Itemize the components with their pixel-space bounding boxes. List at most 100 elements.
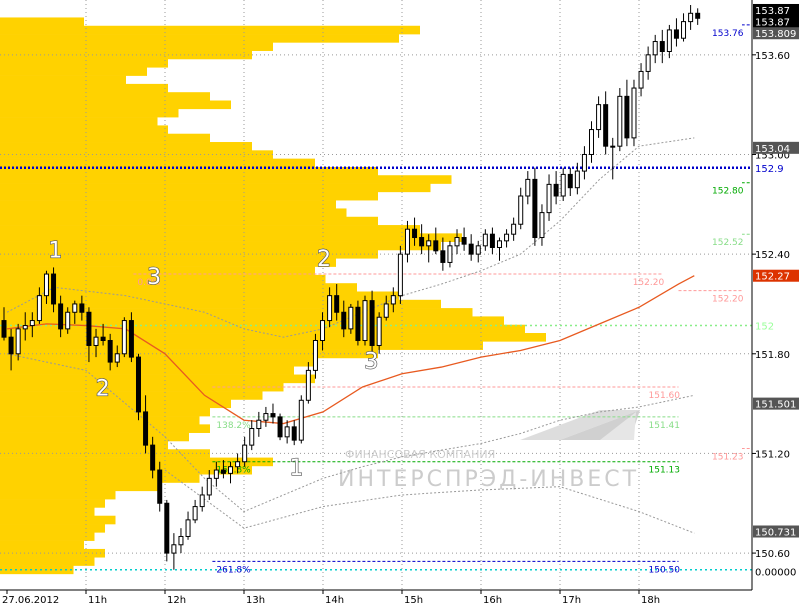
volume-profile-bar [0, 416, 200, 425]
candle-down [164, 502, 170, 554]
time-axis-panel [0, 590, 800, 606]
volume-profile-bar [0, 457, 273, 467]
fib-level-price: 151.41 [649, 421, 681, 431]
volume-profile-bar [0, 216, 378, 226]
volume-profile-bar [0, 108, 179, 118]
candle-up [454, 237, 460, 247]
candle-up [327, 295, 333, 322]
volume-profile-bar [0, 374, 315, 384]
volume-profile-bar [0, 58, 168, 68]
candle-up [171, 544, 177, 554]
volume-profile-bar [0, 191, 378, 201]
candle-up [383, 303, 389, 318]
candle-up [560, 173, 566, 197]
candle-up [539, 212, 545, 239]
candle-down [659, 41, 665, 53]
volume-profile-bar [0, 200, 336, 209]
candle-down [51, 273, 57, 305]
candle-up [581, 153, 587, 172]
price-tag-value: 153.87 [755, 6, 790, 17]
candle-up [447, 245, 453, 263]
candle-up [376, 316, 382, 346]
volume-profile-bar [0, 540, 84, 550]
candle-up [298, 399, 304, 441]
volume-profile-bar [0, 391, 263, 400]
candle-up [249, 428, 255, 446]
candle-up [475, 245, 481, 255]
candle-up [15, 328, 21, 355]
x-tick-label: 13h [246, 595, 265, 606]
grid [0, 0, 752, 590]
fibonacci-levels: 261.8% 153.76 161.8% 152.80 138.2% 152.52 0.0%… [133, 24, 800, 575]
volume-profile-bar [0, 183, 431, 193]
x-tick-label: 12h [167, 595, 186, 606]
candle-up [362, 300, 368, 341]
volume-profile-bar [0, 432, 189, 442]
candle-down [355, 306, 361, 341]
fib-level-label: 161.8% [216, 466, 251, 476]
volume-profile-bar [0, 125, 168, 135]
candle-down [86, 311, 92, 346]
volume-profile-bar [0, 349, 378, 359]
candle-up [213, 469, 219, 479]
volume-profile-bar [0, 34, 399, 43]
upper-channel-line [6, 137, 695, 338]
price-tag-value: 153.87 [755, 18, 790, 29]
volume-profile-bar [0, 399, 231, 409]
price-tag-box [753, 269, 799, 282]
fib-level-price: 152.20 [633, 278, 665, 288]
price-tag-value: 152.9 [755, 164, 784, 175]
price-tag-box [753, 141, 799, 154]
candle-up [688, 12, 694, 23]
fib-level-price: 151.60 [649, 391, 681, 401]
candle-down [100, 336, 106, 341]
candle-up [348, 306, 354, 330]
candle-up [121, 320, 127, 355]
fib-level-price: 152.80 [712, 187, 744, 197]
price-tag-box [753, 27, 799, 40]
volume-profile-bar [0, 75, 126, 85]
candle-up [199, 494, 205, 508]
volume-profile-bar [0, 465, 252, 475]
price-tag-value: 0.00000 [755, 567, 796, 578]
volume-profile-bar [0, 515, 116, 525]
candle-up [518, 195, 524, 225]
candle-up [29, 320, 35, 327]
candle-up [256, 419, 262, 430]
volume-profile-bar [0, 291, 399, 301]
volume-profile-bar [0, 25, 420, 35]
y-tick-label: 150.60 [755, 549, 790, 560]
volume-profile-bar [0, 133, 210, 143]
watermark-line1: ФИНАНСОВАЯ КОМПАНИЯ [345, 448, 495, 461]
wave-label: 1 [289, 456, 303, 481]
volume-profile-bar [0, 225, 420, 234]
volume-profile-bar [0, 42, 273, 51]
price-tag-box [753, 15, 799, 28]
watermark-logo-icon [520, 410, 640, 440]
candle-up [72, 303, 78, 313]
wave-label: 2 [317, 247, 331, 272]
volume-profile-bar [0, 366, 294, 375]
price-tag-box [753, 161, 799, 174]
candle-up [589, 129, 595, 155]
candlesticks [1, 5, 701, 570]
volume-profile-bar [0, 208, 347, 218]
candle-up [22, 325, 28, 330]
fib-level-price: 153.76 [712, 29, 744, 39]
candle-down [567, 173, 573, 189]
candle-down [135, 356, 141, 413]
volume-profile-bar [0, 241, 441, 251]
x-tick-label: 14h [325, 595, 344, 606]
candle-down [8, 336, 14, 355]
candle-down [334, 295, 340, 313]
price-tag-value: 151.501 [755, 400, 796, 411]
volume-profile-bar [0, 424, 210, 433]
candle-down [553, 183, 559, 197]
wave-label: 2 [96, 376, 110, 401]
candle-up [305, 369, 311, 401]
candle-down [277, 416, 283, 438]
x-tick-label: 17h [562, 595, 581, 606]
volume-profile-bar [0, 233, 462, 242]
candle-down [58, 303, 64, 330]
